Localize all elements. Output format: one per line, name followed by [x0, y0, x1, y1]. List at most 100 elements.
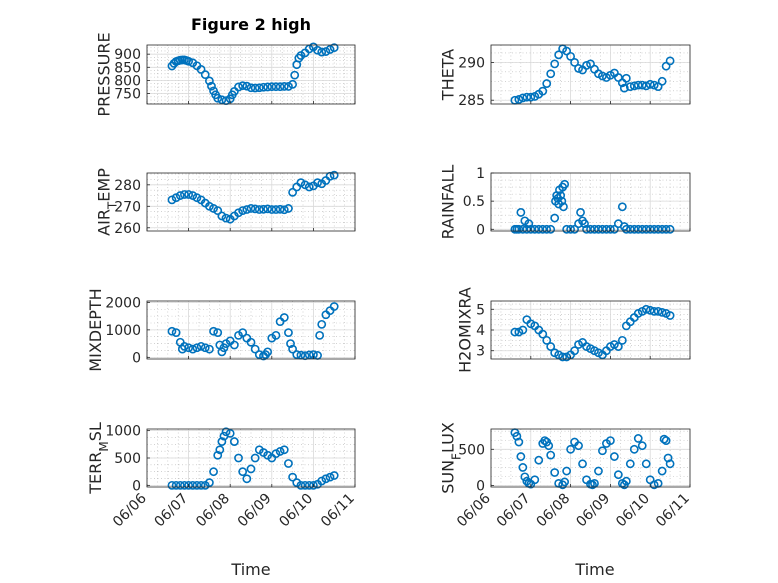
data-point — [304, 350, 314, 360]
data-point — [279, 445, 289, 455]
y-tick-label: 285 — [458, 93, 485, 109]
data-point — [325, 45, 335, 54]
data-point — [284, 82, 293, 91]
data-point — [609, 452, 619, 461]
data-point — [661, 436, 671, 445]
data-point — [221, 427, 231, 437]
data-point — [559, 202, 568, 212]
y-tick-label: 5 — [476, 302, 485, 318]
data-point — [250, 204, 260, 214]
data-point — [317, 47, 327, 57]
y-tick-label: 750 — [114, 87, 141, 103]
data-point — [570, 346, 579, 356]
data-point — [641, 304, 651, 314]
data-point — [329, 302, 339, 311]
y-tick-label: 0.5 — [463, 194, 485, 210]
x-axis-label-right: Time — [574, 560, 614, 579]
data-point — [315, 330, 325, 340]
data-point — [542, 335, 552, 345]
data-point — [204, 344, 214, 354]
data-point — [617, 335, 627, 345]
data-point — [578, 459, 587, 469]
data-point — [292, 350, 302, 359]
axes-box — [490, 172, 691, 232]
data-point — [588, 480, 597, 490]
data-point — [275, 82, 285, 92]
y-tick-label: 0 — [132, 350, 141, 366]
data-point — [325, 472, 335, 482]
data-point — [606, 436, 615, 445]
data-point — [514, 437, 524, 447]
data-point — [659, 434, 669, 444]
data-point — [263, 347, 273, 357]
data-point — [238, 467, 248, 477]
data-point — [574, 441, 583, 451]
y-tick-label: 270 — [114, 199, 141, 215]
data-point — [229, 340, 239, 350]
data-point — [215, 445, 225, 455]
y-tick-label: 4 — [476, 323, 485, 339]
data-point — [619, 83, 629, 93]
data-point — [538, 329, 548, 339]
axes-box — [490, 44, 691, 105]
data-point — [637, 80, 647, 90]
subplot-rainfall: 0 0.5 1 RAINFALL — [439, 165, 691, 240]
data-point — [665, 56, 675, 66]
data-point — [196, 341, 206, 351]
data-point — [263, 204, 273, 214]
data-point — [524, 219, 534, 229]
data-point — [171, 480, 181, 490]
y-tick-label: 1000 — [105, 323, 141, 339]
data-point — [204, 76, 214, 86]
y-tick-label: 280 — [114, 178, 141, 194]
data-point — [304, 182, 314, 192]
data-point — [554, 50, 564, 60]
data-point — [570, 58, 579, 67]
y-tick-label: 850 — [114, 60, 141, 76]
data-point — [238, 206, 248, 215]
data-point — [665, 459, 675, 469]
data-point — [188, 344, 198, 354]
data-point — [246, 464, 256, 474]
data-point — [259, 204, 268, 214]
data-point — [329, 170, 339, 180]
y-axis-label: RAINFALL — [439, 165, 458, 240]
data-point — [637, 441, 647, 451]
axes-box — [490, 428, 691, 488]
data-point — [546, 224, 556, 234]
data-point — [207, 81, 216, 91]
data-point — [275, 204, 285, 214]
data-point — [238, 328, 248, 338]
y-tick-label: 0 — [132, 478, 141, 494]
y-tick-label: 900 — [114, 47, 141, 63]
y-axis-label: PRESSURE — [95, 32, 114, 116]
data-point — [663, 453, 673, 463]
data-point — [250, 83, 260, 93]
data-point — [213, 328, 223, 338]
data-point — [209, 467, 218, 477]
data-point — [313, 45, 322, 55]
data-point — [217, 211, 227, 221]
data-point — [184, 56, 193, 66]
data-point — [279, 313, 289, 322]
data-point — [594, 466, 603, 476]
data-point — [665, 224, 675, 234]
data-point — [526, 92, 536, 102]
data-point — [582, 61, 591, 70]
data-point — [516, 452, 526, 461]
data-point — [167, 480, 177, 490]
data-point — [629, 81, 639, 91]
axes-box — [146, 44, 356, 105]
data-point — [560, 179, 570, 189]
data-point — [175, 480, 185, 490]
data-point — [290, 70, 300, 80]
data-point — [606, 224, 615, 234]
y-axis-label: SUNFLUX — [439, 422, 464, 494]
data-point — [246, 83, 256, 93]
data-point — [288, 79, 297, 89]
data-point — [598, 71, 607, 81]
data-point — [313, 178, 322, 188]
